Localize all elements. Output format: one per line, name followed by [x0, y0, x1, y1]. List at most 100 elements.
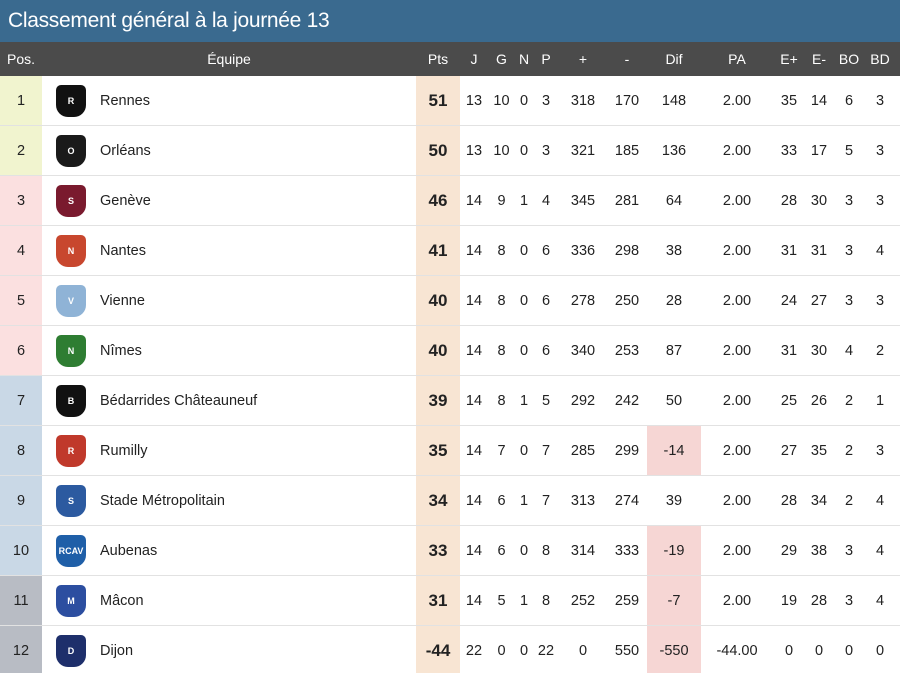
header-team[interactable]: Équipe	[207, 51, 251, 67]
bo-cell: 3	[844, 192, 854, 209]
p-cell: 7	[541, 492, 551, 509]
em-cell: 27	[810, 292, 828, 309]
g-cell: 0	[497, 642, 506, 659]
p-cell: 6	[541, 292, 551, 309]
bd-cell: 3	[875, 192, 885, 209]
minus-cell: 250	[614, 292, 640, 309]
team-name[interactable]: Stade Métropolitain	[100, 492, 225, 509]
j-cell: 13	[465, 142, 483, 159]
header-bo[interactable]: BO	[838, 51, 860, 67]
p-cell: 8	[541, 542, 551, 559]
em-cell: 30	[810, 192, 828, 209]
header-g[interactable]: G	[496, 51, 507, 67]
header-em[interactable]: E-	[812, 51, 826, 67]
p-cell: 22	[537, 642, 555, 659]
bd-cell: 4	[875, 542, 885, 559]
g-cell: 8	[497, 242, 506, 259]
header-p[interactable]: P	[541, 51, 551, 67]
table-row[interactable]: 3 S Genève 46 14 9 1 4 345 281 64 2.00 28 30 3 3	[0, 176, 900, 226]
dif-cell: -14	[647, 426, 701, 475]
header-pos[interactable]: Pos.	[6, 51, 35, 67]
bo-cell: 2	[844, 492, 854, 509]
team-logo-cell: R	[42, 84, 100, 117]
table-row[interactable]: 2 O Orléans 50 13 10 0 3 321 185 136 2.00 33 17 5 3	[0, 126, 900, 176]
table-row[interactable]: 5 V Vienne 40 14 8 0 6 278 250 28 2.00 24 27 3 3	[0, 276, 900, 326]
n-cell: 0	[519, 542, 529, 559]
header-n[interactable]: N	[518, 51, 530, 67]
page-title: Classement général à la journée 13	[0, 0, 900, 42]
points-cell: 51	[416, 76, 460, 125]
table-row[interactable]: 9 S Stade Métropolitain 34 14 6 1 7 313 274 39 2.00…	[0, 476, 900, 526]
table-row[interactable]: 6 N Nîmes 40 14 8 0 6 340 253 87 2.00 31 30 4 2	[0, 326, 900, 376]
aubenas-logo-icon: RCAV	[56, 534, 86, 567]
n-cell: 0	[519, 242, 529, 259]
team-name[interactable]: Bédarrides Châteauneuf	[100, 392, 258, 409]
em-cell: 38	[810, 542, 828, 559]
header-pts[interactable]: Pts	[427, 51, 449, 67]
table-row[interactable]: 12 D Dijon -44 22 0 0 22 0 550 -550 -44.00 0 0 0 0	[0, 626, 900, 673]
rumilly-logo-icon: R	[56, 434, 86, 467]
em-cell: 14	[810, 92, 828, 109]
team-name[interactable]: Aubenas	[100, 542, 158, 559]
team-logo-cell: N	[42, 234, 100, 267]
plus-cell: 345	[570, 192, 596, 209]
em-cell: 17	[810, 142, 828, 159]
table-row[interactable]: 10 RCAV Aubenas 33 14 6 0 8 314 333 -19 2.00 29 38 3 4	[0, 526, 900, 576]
team-name[interactable]: Vienne	[100, 292, 145, 309]
dif-cell: 50	[665, 392, 683, 409]
team-logo-cell: O	[42, 134, 100, 167]
header-bd[interactable]: BD	[870, 51, 890, 67]
table-row[interactable]: 7 B Bédarrides Châteauneuf 39 14 8 1 5 292 242 50 2…	[0, 376, 900, 426]
table-row[interactable]: 11 M Mâcon 31 14 5 1 8 252 259 -7 2.00 19 28 3 4	[0, 576, 900, 626]
bo-cell: 3	[844, 242, 854, 259]
em-cell: 28	[810, 592, 828, 609]
team-name[interactable]: Mâcon	[100, 592, 144, 609]
table-row[interactable]: 1 R Rennes 51 13 10 0 3 318 170 148 2.00 35 14 6 3	[0, 76, 900, 126]
team-name[interactable]: Genève	[100, 192, 151, 209]
plus-cell: 285	[570, 442, 596, 459]
header-ep[interactable]: E+	[780, 51, 798, 67]
table-row[interactable]: 8 R Rumilly 35 14 7 0 7 285 299 -14 2.00 27 35 2 3	[0, 426, 900, 476]
pa-cell: 2.00	[722, 392, 752, 409]
g-cell: 10	[493, 142, 510, 159]
header-j[interactable]: J	[470, 51, 478, 67]
header-dif[interactable]: Dif	[665, 51, 683, 67]
plus-cell: 314	[570, 542, 596, 559]
table-row[interactable]: 4 N Nantes 41 14 8 0 6 336 298 38 2.00 31 31 3 4	[0, 226, 900, 276]
points-cell: 50	[416, 126, 460, 175]
team-name[interactable]: Nantes	[100, 242, 146, 259]
ep-cell: 19	[780, 592, 798, 609]
header-pa[interactable]: PA	[728, 51, 746, 67]
points-cell: 35	[416, 426, 460, 475]
minus-cell: 298	[614, 242, 640, 259]
points-cell: -44	[416, 626, 460, 673]
position-cell: 10	[0, 526, 42, 575]
dif-cell: 28	[665, 292, 683, 309]
bo-cell: 3	[844, 292, 854, 309]
pa-cell: 2.00	[722, 192, 752, 209]
team-name[interactable]: Rennes	[100, 92, 150, 109]
plus-cell: 252	[570, 592, 596, 609]
header-plus[interactable]: +	[578, 51, 588, 67]
macon-logo-icon: M	[56, 584, 86, 617]
team-name[interactable]: Nîmes	[100, 342, 142, 359]
n-cell: 0	[519, 92, 529, 109]
team-name[interactable]: Rumilly	[100, 442, 148, 459]
j-cell: 22	[465, 642, 483, 659]
j-cell: 14	[465, 442, 483, 459]
team-name[interactable]: Orléans	[100, 142, 151, 159]
ep-cell: 27	[780, 442, 798, 459]
position-cell: 1	[0, 76, 42, 125]
minus-cell: 333	[614, 542, 640, 559]
p-cell: 3	[541, 142, 551, 159]
bd-cell: 3	[875, 292, 885, 309]
points-cell: 41	[416, 226, 460, 275]
n-cell: 1	[519, 192, 529, 209]
minus-cell: 259	[614, 592, 640, 609]
bd-cell: 0	[875, 642, 885, 659]
team-logo-cell: B	[42, 384, 100, 417]
team-logo-cell: S	[42, 184, 100, 217]
team-name[interactable]: Dijon	[100, 642, 134, 659]
nimes-logo-icon: N	[56, 334, 86, 367]
header-minus[interactable]: -	[624, 51, 630, 67]
